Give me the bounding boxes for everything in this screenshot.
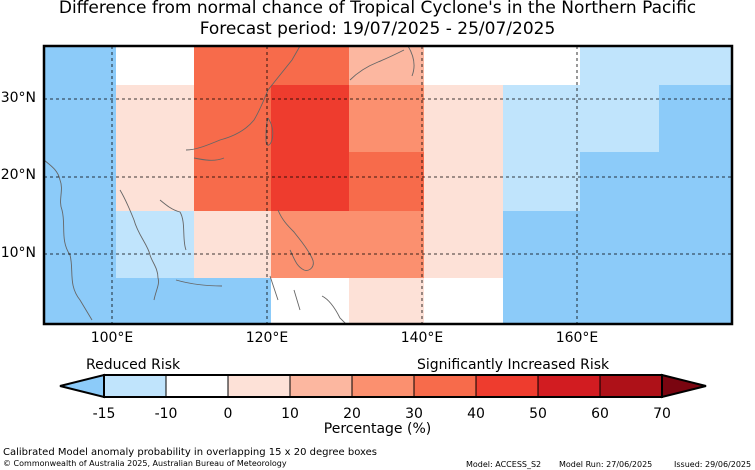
map-frame: [42, 44, 734, 326]
footer-model-run: Model Run: 27/06/2025: [559, 460, 653, 469]
lon-label-140e: 140°E: [400, 330, 444, 346]
colorbar-cell: [165, 374, 229, 398]
increased-risk-label: Significantly Increased Risk: [417, 357, 610, 373]
footer-copyright: © Commonwealth of Australia 2025, Austra…: [3, 459, 287, 468]
footer-description: Calibrated Model anomaly probability in …: [3, 447, 378, 458]
colorbar-cell: [289, 374, 353, 398]
chart-title: Difference from normal chance of Tropica…: [58, 0, 697, 18]
coastlines: [44, 46, 415, 324]
colorbar-tick: 50: [529, 406, 547, 422]
colorbar-under-arrow: [59, 373, 105, 399]
lon-label-100e: 100°E: [90, 330, 134, 346]
colorbar-cell: [103, 374, 167, 398]
colorbar-cell: [351, 374, 415, 398]
colorbar-label: Percentage (%): [323, 421, 432, 437]
colorbar-tick: 10: [281, 406, 299, 422]
colorbar-cell: [413, 374, 477, 398]
colorbar: [59, 373, 707, 399]
colorbar-over-arrow: [661, 373, 707, 399]
colorbar-cell: [475, 374, 539, 398]
colorbar-tick: 20: [343, 406, 361, 422]
lon-label-120e: 120°E: [245, 330, 289, 346]
lat-label-20n: 20°N: [0, 167, 36, 183]
colorbar-tick: 40: [467, 406, 485, 422]
anomaly-cells: [44, 46, 732, 324]
colorbar-tick: 0: [223, 406, 233, 422]
footer-issued: Issued: 29/06/2025: [674, 460, 752, 469]
gridlines: [44, 46, 732, 324]
chart-subtitle: Forecast period: 19/07/2025 - 25/07/2025: [199, 19, 556, 39]
colorbar-tick: 30: [405, 406, 423, 422]
colorbar-tick: -15: [92, 406, 116, 422]
colorbar-cell: [227, 374, 291, 398]
lat-label-30n: 30°N: [0, 90, 36, 106]
colorbar-tick: 60: [591, 406, 609, 422]
colorbar-tick: 70: [653, 406, 671, 422]
footer-model: Model: ACCESS_S2: [466, 460, 542, 469]
lon-label-160e: 160°E: [555, 330, 599, 346]
reduced-risk-label: Reduced Risk: [86, 357, 181, 373]
colorbar-cell: [537, 374, 601, 398]
colorbar-tick: -10: [154, 406, 178, 422]
colorbar-cell: [599, 374, 663, 398]
lat-label-10n: 10°N: [0, 245, 36, 261]
